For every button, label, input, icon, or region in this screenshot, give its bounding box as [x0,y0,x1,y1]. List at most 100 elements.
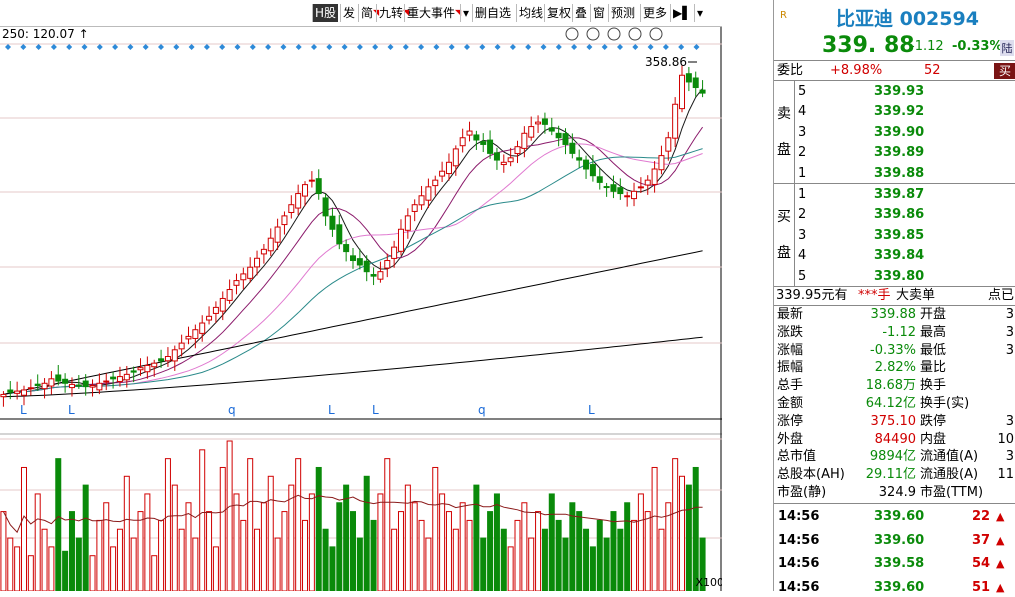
candle [178,342,185,350]
buy-side-button[interactable]: 买 [994,63,1015,79]
stat-row: 涨停 375.10 跌停 3 [774,413,1015,431]
stat-key: 振幅 [777,360,804,376]
candle [583,159,590,170]
quote-tab-2[interactable]: 大卖单 [896,287,936,306]
event-diamond-icon[interactable] [219,44,226,50]
event-diamond-icon[interactable] [601,44,608,50]
event-diamond-icon[interactable] [5,44,11,50]
event-diamond-icon[interactable] [326,44,333,50]
event-diamond-icon[interactable] [280,44,287,50]
toolbar-btn-7[interactable]: 均线 [516,4,545,22]
quote-tab-1[interactable]: ***手 [858,287,891,306]
event-diamond-icon[interactable] [96,44,103,50]
zoom-out-icon[interactable] [649,27,663,41]
event-diamond-icon[interactable] [494,44,501,50]
event-diamond-icon[interactable] [311,44,317,50]
event-diamond-icon[interactable] [418,44,425,50]
event-diamond-icon[interactable] [540,44,547,50]
event-diamond-icon[interactable] [617,44,623,50]
stat-key: 换手(实) [920,396,970,411]
toolbar-btn-4[interactable]: 重大事件◥ [404,4,463,22]
event-diamond-icon[interactable] [234,44,241,50]
event-diamond-icon[interactable] [112,44,119,50]
candle [521,132,528,149]
event-diamond-icon[interactable] [571,44,578,50]
volume-bar [260,502,267,591]
trade-time: 14:56 [778,579,820,595]
toolbar-btn-14[interactable]: ▾ [694,4,705,22]
toolbar-btn-8[interactable]: 复权 [544,4,573,22]
event-diamond-icon[interactable] [81,44,88,50]
event-diamond-icon[interactable] [509,44,516,50]
toolbar-btn-3[interactable]: 九转◥ [376,4,411,22]
candle [384,260,391,269]
event-diamond-icon[interactable] [249,44,256,50]
candle [445,161,452,175]
stat-key: 涨幅 [777,342,804,358]
toolbar-btn-label: H股 [315,6,337,20]
kline-chart[interactable]: 376.79305.85233.95162.0590.1531619211491… [0,26,722,591]
candle [89,385,96,388]
candle [233,280,240,286]
event-diamond-icon[interactable] [372,44,379,50]
candle [267,237,274,252]
event-diamond-icon[interactable] [662,44,669,50]
event-diamond-icon[interactable] [693,44,700,50]
event-diamond-icon[interactable] [647,44,654,50]
event-diamond-icon[interactable] [632,44,639,50]
toolbar-btn-6[interactable]: 删自选 [472,4,513,22]
event-diamond-icon[interactable] [66,44,73,50]
toolbar-btn-0[interactable]: H股 [312,4,339,22]
event-diamond-icon[interactable] [402,44,409,50]
event-diamond-icon[interactable] [265,44,272,50]
zoom-in-icon[interactable] [628,27,642,41]
quote-tab-0[interactable]: 339.95元有 [776,287,848,306]
event-diamond-icon[interactable] [678,44,685,50]
candle [164,356,171,362]
event-diamond-icon[interactable] [586,44,593,50]
event-diamond-icon[interactable] [173,44,180,50]
event-diamond-icon[interactable] [203,44,210,50]
toolbar-btn-10[interactable]: 窗 [590,4,607,22]
toolbar-btn-1[interactable]: 发 [340,4,357,22]
volume-bar [445,511,452,591]
volume-bar [199,449,206,591]
event-diamond-icon[interactable] [158,44,164,50]
event-diamond-icon[interactable] [525,44,532,50]
scissors-icon[interactable] [586,27,600,41]
event-diamond-icon[interactable] [433,44,440,50]
event-diamond-icon[interactable] [448,44,455,50]
event-diamond-icon[interactable] [127,44,134,50]
candle [624,195,631,198]
event-diamond-icon[interactable] [188,44,195,50]
event-diamond-icon[interactable] [35,44,42,50]
clock-icon[interactable] [607,27,621,41]
event-diamond-icon[interactable] [464,44,470,50]
event-diamond-icon[interactable] [20,44,27,50]
book-level: 4 [798,248,807,264]
volume-bar [288,484,295,591]
volume-bar [404,484,411,591]
toolbar-btn-13[interactable]: ▶▌ [670,4,693,22]
event-diamond-icon[interactable] [387,44,394,50]
event-diamond-icon[interactable] [295,44,302,50]
toolbar-btn-9[interactable]: 叠 [572,4,589,22]
event-diamond-icon[interactable] [555,44,562,50]
toolbar-btn-5[interactable]: ▾ [460,4,471,22]
volume-bar [281,511,288,591]
toolbar-btn-11[interactable]: 预测 [608,4,637,22]
event-diamond-icon[interactable] [341,44,348,50]
candle [685,73,692,83]
quote-tab-3[interactable]: 点已 [988,287,1015,306]
volume-bar [507,546,514,591]
toolbar-btn-12[interactable]: 更多 [640,4,669,22]
event-diamond-icon[interactable] [50,44,57,50]
eye-icon[interactable] [565,27,579,41]
event-diamond-icon[interactable] [356,44,363,50]
volume-bar [658,528,665,591]
event-diamond-icon[interactable] [479,44,486,50]
volume-bar [569,502,576,591]
volume-bar [137,511,144,591]
volume-bar [110,546,117,591]
event-diamond-icon[interactable] [142,44,149,50]
